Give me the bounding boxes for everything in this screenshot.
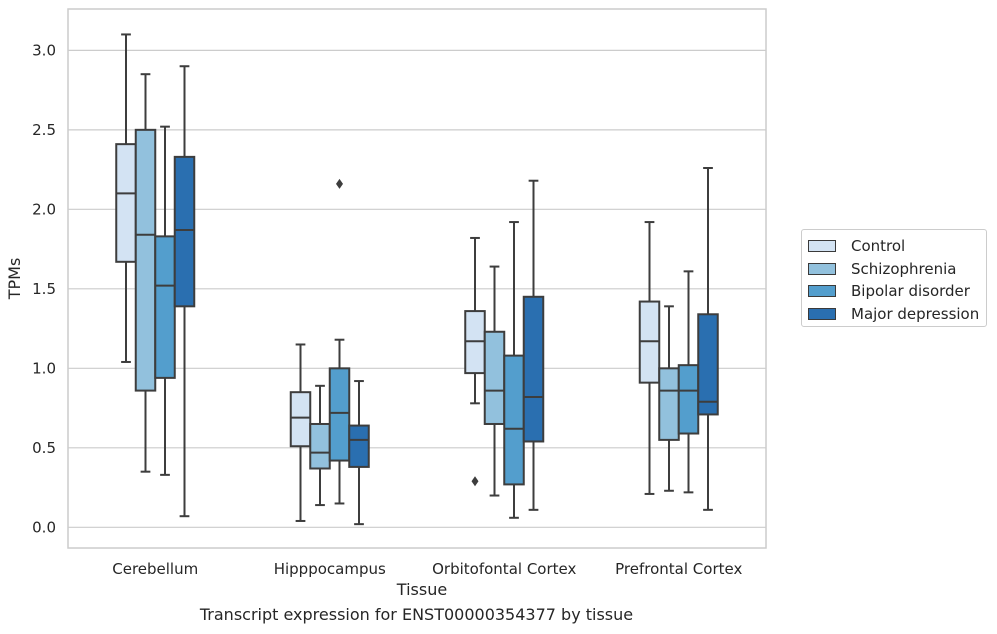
box-control (289, 391, 312, 448)
outlier-marker (336, 178, 343, 189)
x-tick-label: Cerebellum (112, 560, 198, 578)
legend-entry: Bipolar disorder (808, 280, 986, 303)
box-bipolar-disorder (503, 354, 525, 486)
y-tick-label: 1.0 (32, 359, 56, 377)
figure-caption: Transcript expression for ENST0000035437… (199, 605, 634, 624)
box-major-depression (697, 313, 719, 416)
outlier-marker (471, 476, 479, 487)
y-tick-label: 0.0 (32, 518, 56, 536)
legend-swatch (808, 285, 836, 298)
box-control (115, 143, 137, 263)
box-schizophrenia (309, 422, 331, 470)
legend-swatch (808, 307, 836, 320)
legend-entry: Major depression (808, 303, 986, 326)
box-schizophrenia (134, 128, 157, 392)
y-tick-label: 2.0 (32, 200, 56, 218)
x-axis-label: Tissue (396, 580, 447, 599)
legend-entry: Schizophrenia (808, 258, 986, 281)
box-bipolar-disorder (677, 364, 700, 435)
y-axis-label: TPMs (5, 258, 24, 301)
x-tick-label: Hipppocampus (274, 560, 386, 578)
y-tick-label: 1.5 (32, 280, 56, 298)
box-bipolar-disorder (154, 235, 176, 379)
legend-label: Schizophrenia (851, 259, 957, 278)
legend-label: Major depression (851, 304, 980, 323)
box-bipolar-disorder (328, 367, 351, 462)
legend-label: Control (851, 237, 906, 256)
y-tick-label: 3.0 (32, 41, 56, 59)
box-major-depression (348, 424, 370, 468)
box-major-depression (173, 155, 196, 308)
box-schizophrenia (658, 367, 680, 441)
legend-label: Bipolar disorder (851, 282, 970, 301)
box-schizophrenia (483, 330, 506, 425)
x-tick-label: Prefrontal Cortex (615, 560, 742, 578)
box-major-depression (522, 295, 545, 443)
y-tick-label: 2.5 (32, 121, 56, 139)
y-tick-label: 0.5 (32, 439, 56, 457)
chart-legend: Control Schizophrenia Bipolar disorder Majo… (801, 229, 987, 327)
legend-entry: Control (808, 235, 986, 258)
legend-swatch (808, 262, 836, 275)
legend-swatch (808, 240, 836, 253)
x-tick-label: Orbitofontal Cortex (432, 560, 576, 578)
plot-frame (67, 8, 767, 549)
